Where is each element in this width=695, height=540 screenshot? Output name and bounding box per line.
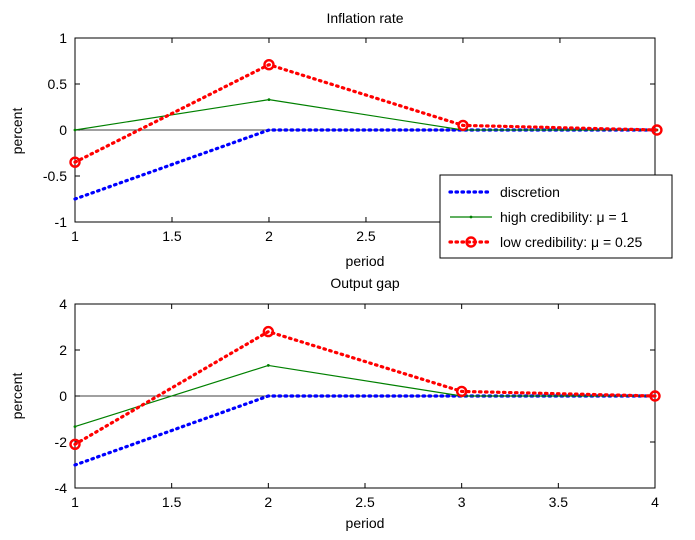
x-tick-label: 2.5	[355, 494, 375, 510]
x-tick-label: 3.5	[549, 494, 569, 510]
y-tick-label: 0	[59, 122, 67, 138]
x-tick-label: 3	[458, 494, 466, 510]
y-tick-label: 2	[59, 342, 67, 358]
legend-entry-3-marker	[465, 236, 477, 248]
legend-entry-2-label: high credibility: μ = 1	[500, 209, 629, 225]
series-2-marker	[73, 425, 77, 428]
y-tick-label: -1	[55, 214, 68, 230]
y-tick-label: 0	[59, 388, 67, 404]
series-3-marker	[69, 438, 81, 450]
y-tick-label: 1	[59, 30, 67, 46]
y-tick-label: -0.5	[43, 168, 67, 184]
x-axis-label: period	[346, 253, 385, 269]
x-tick-label: 1	[71, 494, 79, 510]
x-tick-label: 1.5	[162, 494, 182, 510]
y-tick-label: -2	[55, 434, 68, 450]
x-tick-label: 1	[71, 228, 79, 244]
series-2-line	[74, 99, 657, 131]
series-2-marker	[266, 364, 270, 367]
series-3-marker	[262, 325, 275, 338]
legend-entry-2-marker	[469, 215, 473, 219]
series-2-marker	[73, 128, 77, 132]
series-3-line	[73, 330, 657, 446]
series-3-marker	[455, 385, 468, 398]
series-3-marker	[649, 390, 661, 402]
legend-entry-1-label: discretion	[500, 184, 560, 200]
y-tick-label: 0.5	[48, 76, 68, 92]
series-2-marker	[267, 98, 271, 102]
chart-title: Inflation rate	[326, 10, 403, 26]
x-tick-label: 2	[264, 494, 272, 510]
series-3-marker	[651, 124, 663, 136]
y-axis-label: percent	[9, 108, 25, 155]
series-2-line	[74, 364, 655, 428]
x-tick-label: 4	[651, 494, 659, 510]
series-3-line	[73, 63, 659, 164]
series-3-marker	[69, 156, 81, 168]
output-gap-panel: Output gap period percent 1 1.5 2 2.5 3 3.5 4 -…	[9, 275, 661, 531]
x-axis-label: period	[346, 515, 385, 531]
y-tick-label: 4	[59, 296, 67, 312]
chart-title: Output gap	[330, 275, 399, 291]
x-tick-label: 1.5	[162, 228, 182, 244]
y-axis-label: percent	[9, 373, 25, 420]
series-1-line	[73, 394, 657, 467]
inflation-rate-panel: Inflation rate period percent 11.522.533…	[9, 10, 673, 269]
legend: discretion high credibility: μ = 1 low cre…	[439, 174, 673, 259]
x-tick-label: 2.5	[356, 228, 376, 244]
series-3-marker	[457, 119, 469, 132]
series-3-marker	[263, 58, 275, 71]
legend-entry-3-label: low credibility: μ = 0.25	[500, 234, 643, 250]
y-tick-label: -4	[55, 480, 68, 496]
x-tick-label: 2	[265, 228, 273, 244]
